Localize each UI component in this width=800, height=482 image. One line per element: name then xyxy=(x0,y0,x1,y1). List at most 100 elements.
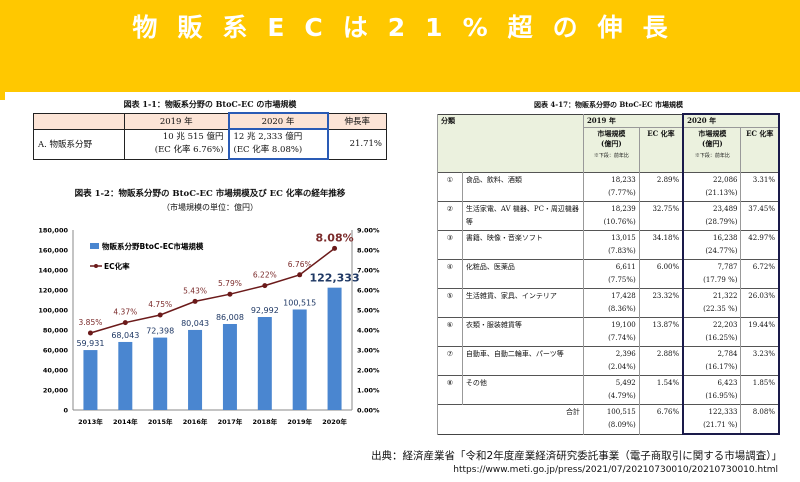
ec-rate-label: 5.43% xyxy=(183,286,207,295)
label: 市場規模 xyxy=(597,129,626,138)
ec-rate-line xyxy=(90,247,336,334)
row-number: ⑥ xyxy=(437,317,463,347)
bar xyxy=(257,317,272,410)
row-number: ③ xyxy=(437,230,463,260)
bar xyxy=(83,350,98,410)
rate-2019: 6.00% xyxy=(638,259,684,289)
bar xyxy=(292,309,307,410)
y2-tick-label: 3.00% xyxy=(357,347,380,355)
header-size-2019: 市場規模 (億円) ※下段：前年比 xyxy=(582,127,640,173)
rate-2020: 3.23% xyxy=(740,346,781,376)
value: 18,239 xyxy=(611,205,636,213)
y2-tick-label: 7.00% xyxy=(357,267,380,275)
ec-rate-point xyxy=(87,330,93,336)
header-cell xyxy=(33,112,125,130)
size-2019: 6,611 (7.75%) xyxy=(582,259,640,289)
size-2019: 13,015 (7.83%) xyxy=(582,230,640,260)
row-number: ① xyxy=(437,172,463,202)
header-rate-2019: EC 化率 xyxy=(638,127,684,173)
x-tick-label: 2013年 xyxy=(78,417,103,426)
rate-2019: 23.32% xyxy=(638,288,684,318)
rate-2020: 42.97% xyxy=(740,230,781,260)
y2-tick-label: 5.00% xyxy=(357,307,380,315)
rate-2019: 2.88% xyxy=(638,346,684,376)
total-label: 合計 xyxy=(437,404,584,434)
value: 5,492 xyxy=(615,379,636,387)
ec-rate-label: 5.79% xyxy=(218,279,242,288)
value: 19,100 xyxy=(611,321,636,329)
size-2020: 6,423 (16.95%) xyxy=(682,375,742,405)
ec-rate-point xyxy=(157,312,163,318)
accent-bar xyxy=(0,92,5,100)
yoy: (10.76%) xyxy=(603,218,636,226)
ec-rate-label: 3.85% xyxy=(79,318,103,327)
yoy: (7.74%) xyxy=(608,334,636,342)
y-tick-label: 0 xyxy=(63,407,68,415)
note: ※下段：前年比 xyxy=(694,153,730,159)
value: 13,015 xyxy=(611,234,636,242)
yoy: (24.77%) xyxy=(705,247,738,255)
value: 21,322 xyxy=(712,292,738,300)
chart-subtitle: （市場規模の単位：億円） xyxy=(162,203,258,212)
yoy: (7.75%) xyxy=(608,276,636,284)
unit: (億円) xyxy=(702,139,723,148)
value: 7,787 xyxy=(717,263,738,271)
note: ※下段：前年比 xyxy=(593,153,629,159)
source-citation: 出典：経済産業省「令和2年度産業経済研究委託事業（電子商取引に関する市場調査）」 xyxy=(371,450,782,462)
bar xyxy=(327,287,342,410)
y2-tick-label: 0.00% xyxy=(357,407,380,415)
table-row: ② 生活家電、AV 機器、PC・周辺機器等 18,239 (10.76%) 32.75%… xyxy=(437,201,781,231)
ec-rate-label: 6.76% xyxy=(288,260,312,269)
row-number: ④ xyxy=(437,259,463,289)
size-2020: 16,238 (24.77%) xyxy=(682,230,742,260)
y-tick-label: 160,000 xyxy=(38,247,68,255)
value: 16,238 xyxy=(712,234,738,242)
value: 10 兆 515 億円 xyxy=(162,132,224,142)
header-2019: 2019 年 xyxy=(124,112,229,130)
table-row: ⑤ 生活雑貨、家具、インテリア 17,428 (8.36%) 23.32% 21,322 (… xyxy=(437,288,781,318)
ec-rate-label: 8.08% xyxy=(315,231,353,244)
label: 市場規模 xyxy=(698,129,727,138)
y-tick-label: 60,000 xyxy=(43,347,69,355)
yoy: (16.25%) xyxy=(705,334,738,342)
size-2020: 7,787 (17.79 %) xyxy=(682,259,742,289)
ec-rate-point xyxy=(227,291,233,297)
x-tick-label: 2018年 xyxy=(253,417,278,426)
source-url[interactable]: https://www.meti.go.jp/press/2021/07/202… xyxy=(453,465,778,475)
x-tick-label: 2015年 xyxy=(148,417,173,426)
cell-growth: 21.71% xyxy=(327,128,387,160)
slide-title: 物販系ECは21%超の伸長 xyxy=(132,13,688,42)
y-tick-label: 80,000 xyxy=(43,327,69,335)
ec-rate-point xyxy=(262,283,268,289)
rate: (EC 化率 6.76%) xyxy=(154,145,224,155)
bar-value-label: 92,992 xyxy=(251,306,279,315)
ec-rate-point xyxy=(297,272,303,278)
category-market-table: 分類 2019 年 2020 年 市場規模 (億円) ※下段：前年比 EC 化率 市… xyxy=(437,113,781,435)
category-name: 生活家電、AV 機器、PC・周辺機器等 xyxy=(461,201,584,231)
header-2020: 2020 年 xyxy=(682,113,780,128)
category-name: 衣類・服装雑貨等 xyxy=(461,317,584,347)
cell-2020: 12 兆 2,333 億円 (EC 化率 8.08%) xyxy=(227,128,329,160)
table-row: ④ 化粧品、医薬品 6,611 (7.75%) 6.00% 7,787 (17.79 %) 6… xyxy=(437,259,781,289)
yoy: (17.79 %) xyxy=(703,276,738,284)
chart-title: 図表 1-2：物販系分野の BtoC-EC 市場規模及び EC 化率の経年推移 xyxy=(74,189,346,199)
size-2019: 2,396 (2.04%) xyxy=(582,346,640,376)
value: 17,428 xyxy=(611,292,636,300)
size-2020: 22,086 (21.13%) xyxy=(682,172,742,202)
value: 22,203 xyxy=(712,321,738,329)
y-tick-label: 140,000 xyxy=(38,267,68,275)
rate-2020: 1.85% xyxy=(740,375,781,405)
y2-tick-label: 1.00% xyxy=(357,387,380,395)
yoy: (21.13%) xyxy=(705,189,738,197)
y2-tick-label: 4.00% xyxy=(357,327,380,335)
cell-2019: 10 兆 515 億円 (EC 化率 6.76%) xyxy=(124,128,229,160)
rate-2019: 1.54% xyxy=(638,375,684,405)
yoy: (8.09%) xyxy=(608,421,636,429)
bar xyxy=(118,341,133,410)
value: 23,489 xyxy=(712,205,738,213)
yoy: (21.71 %) xyxy=(703,421,738,429)
ec-rate-point xyxy=(192,298,198,304)
value: 22,086 xyxy=(712,176,738,184)
rate-2019: 32.75% xyxy=(638,201,684,231)
table-row: A. 物販系分野 10 兆 515 億円 (EC 化率 6.76%) 12 兆 2… xyxy=(33,128,387,160)
